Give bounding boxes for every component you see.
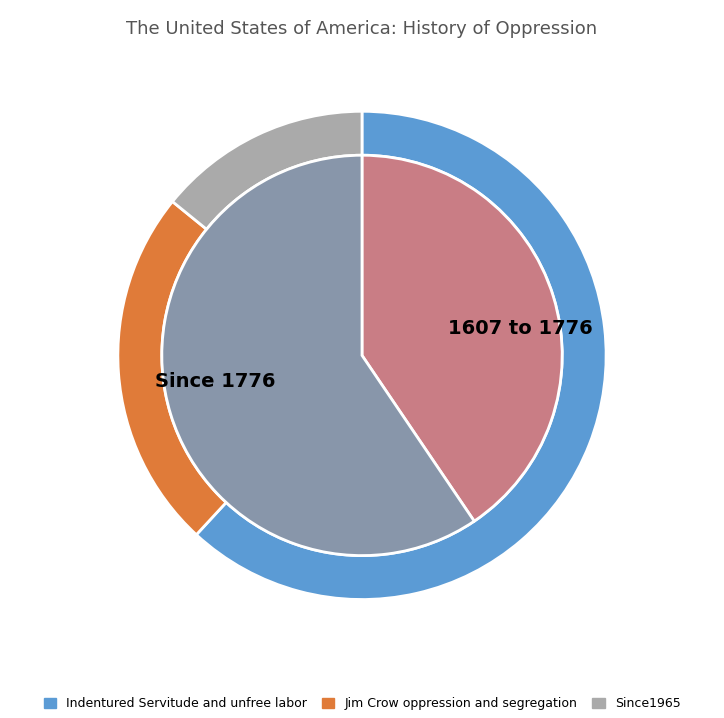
Wedge shape xyxy=(118,202,226,535)
Wedge shape xyxy=(362,155,562,521)
Wedge shape xyxy=(162,155,474,556)
Text: 1607 to 1776: 1607 to 1776 xyxy=(448,320,593,338)
Text: Since 1776: Since 1776 xyxy=(156,373,276,391)
Title: The United States of America: History of Oppression: The United States of America: History of… xyxy=(127,19,597,37)
Wedge shape xyxy=(196,111,606,600)
Legend: Indentured Servitude and unfree labor, Jim Crow oppression and segregation, Sinc: Indentured Servitude and unfree labor, J… xyxy=(38,692,686,715)
Wedge shape xyxy=(172,111,362,229)
